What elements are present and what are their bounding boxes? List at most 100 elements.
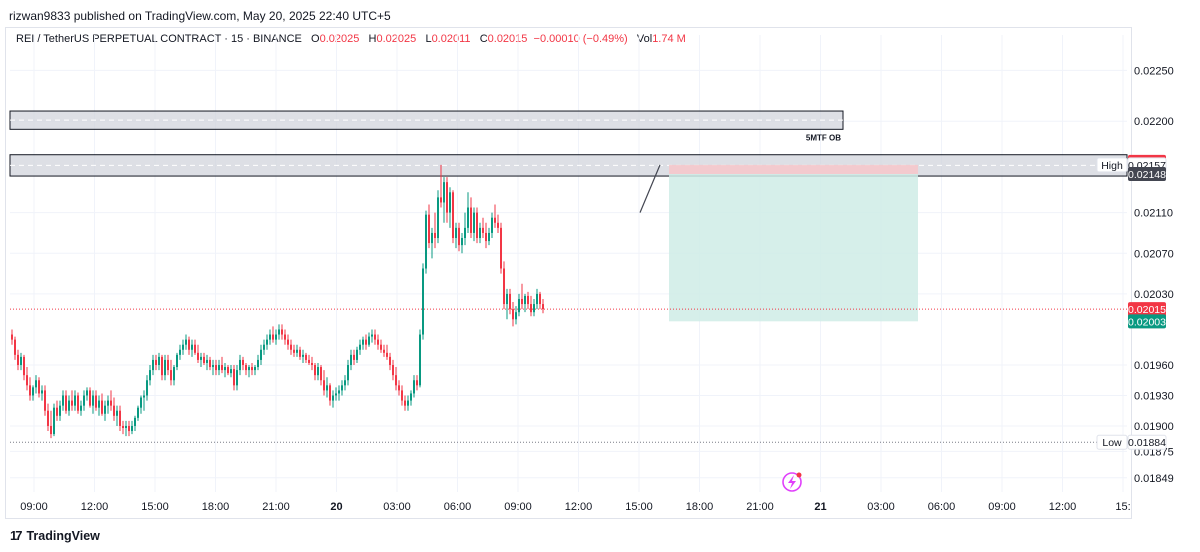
candle-body [143, 395, 145, 398]
candle-body [200, 356, 202, 360]
candle-body [308, 359, 310, 363]
tradingview-brand-text: TradingView [26, 528, 100, 543]
candle-body [272, 334, 274, 340]
candle-body [266, 339, 268, 345]
candle-body [203, 356, 205, 363]
candle-body [485, 232, 487, 242]
candlesticks [11, 164, 544, 439]
time-tick-label: 06:00 [444, 501, 472, 513]
candle-body [86, 390, 88, 396]
candle-body [20, 356, 22, 366]
candle-body [149, 370, 151, 381]
candle-body [389, 356, 391, 366]
price-label-text: 0.02015 [1128, 304, 1166, 316]
price-tick-label: 0.01930 [1134, 390, 1174, 402]
candle-body [479, 227, 481, 239]
candle-body [146, 380, 148, 396]
tradingview-logo[interactable]: 17 TradingView [10, 528, 100, 543]
candle-body [497, 222, 499, 228]
candle-body [359, 344, 361, 350]
candle-body [422, 268, 424, 335]
candle-body [512, 309, 514, 320]
candle-body [206, 359, 208, 363]
candle-body [68, 400, 70, 411]
price-tick-label: 0.01960 [1134, 360, 1174, 372]
candle-body [434, 232, 436, 239]
tradingview-logo-icon: 17 [10, 528, 23, 543]
candle-body [470, 207, 472, 233]
candle-body [209, 359, 211, 368]
price-label-text: 0.02003 [1128, 316, 1166, 328]
high-value: 0.02025 [376, 33, 417, 45]
candle-body [353, 354, 355, 360]
time-tick-label: 15:00 [141, 501, 169, 513]
candle-body [104, 405, 106, 414]
low-label: L [425, 33, 432, 45]
time-tick-label: 18:00 [686, 501, 714, 513]
time-tick-label: 21:00 [262, 501, 290, 513]
candle-body [239, 359, 241, 371]
candle-body [419, 334, 421, 386]
candle-body [350, 354, 352, 366]
candle-body [152, 359, 154, 371]
price-tag-text: High [1101, 160, 1123, 172]
candle-body [242, 359, 244, 366]
candle-body [431, 232, 433, 244]
candle-body [380, 344, 382, 350]
candle-body [398, 385, 400, 391]
candle-body [11, 334, 13, 340]
candle-body [35, 380, 37, 388]
candle-body [326, 385, 328, 391]
candle-body [89, 390, 91, 406]
candle-body [500, 227, 502, 269]
candle-body [17, 354, 19, 366]
open-label: O [311, 33, 320, 45]
candle-body [527, 295, 529, 305]
candle-body [119, 410, 121, 426]
candle-body [167, 359, 169, 371]
candle-body [257, 359, 259, 368]
price-tick-label: 0.02070 [1134, 248, 1174, 260]
time-tick-label: 21:00 [746, 501, 774, 513]
publish-attribution: rizwan9833 published on TradingView.com,… [9, 9, 391, 23]
candle-body [137, 407, 139, 418]
candle-body [344, 380, 346, 386]
candle-body [65, 395, 67, 411]
candle-body [275, 334, 277, 340]
candle-body [53, 407, 55, 435]
candle-body [446, 182, 448, 213]
price-tick-label: 0.02110 [1134, 208, 1173, 220]
change-value: −0.00010 (−0.49%) [533, 33, 628, 45]
candle-body [251, 367, 253, 371]
candle-body [356, 349, 358, 360]
candle-body [314, 365, 316, 376]
candle-body [533, 304, 535, 313]
candle-body [530, 304, 532, 313]
candle-body [113, 405, 115, 416]
flash-icon[interactable] [782, 472, 802, 492]
price-tick-label: 0.01900 [1134, 421, 1174, 433]
time-tick-label: 03:00 [383, 501, 411, 513]
time-tick-label: 09:00 [20, 501, 48, 513]
candle-body [341, 385, 343, 391]
candle-body [410, 393, 412, 401]
candle-body [461, 238, 463, 246]
candle-body [302, 354, 304, 357]
candle-body [212, 365, 214, 368]
grid-lines [10, 35, 1127, 492]
candle-body [95, 395, 97, 408]
candle-body [293, 349, 295, 353]
candle-body [491, 217, 493, 233]
candle-body [158, 356, 160, 366]
candle-body [464, 227, 466, 239]
close-value: 0.02015 [487, 33, 528, 45]
close-label: C [479, 33, 488, 45]
price-tag-text: Low [1102, 437, 1122, 449]
candle-body [338, 390, 340, 394]
candle-body [50, 425, 52, 435]
candle-body [404, 400, 406, 406]
candle-body [296, 349, 298, 353]
candle-body [260, 349, 262, 360]
symbol-name[interactable]: REI / TetherUS PERPETUAL CONTRACT · 15 ·… [16, 33, 302, 45]
